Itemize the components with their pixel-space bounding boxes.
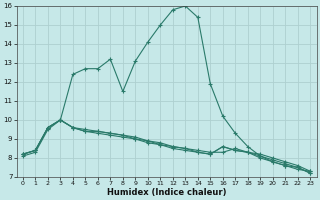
- X-axis label: Humidex (Indice chaleur): Humidex (Indice chaleur): [107, 188, 226, 197]
